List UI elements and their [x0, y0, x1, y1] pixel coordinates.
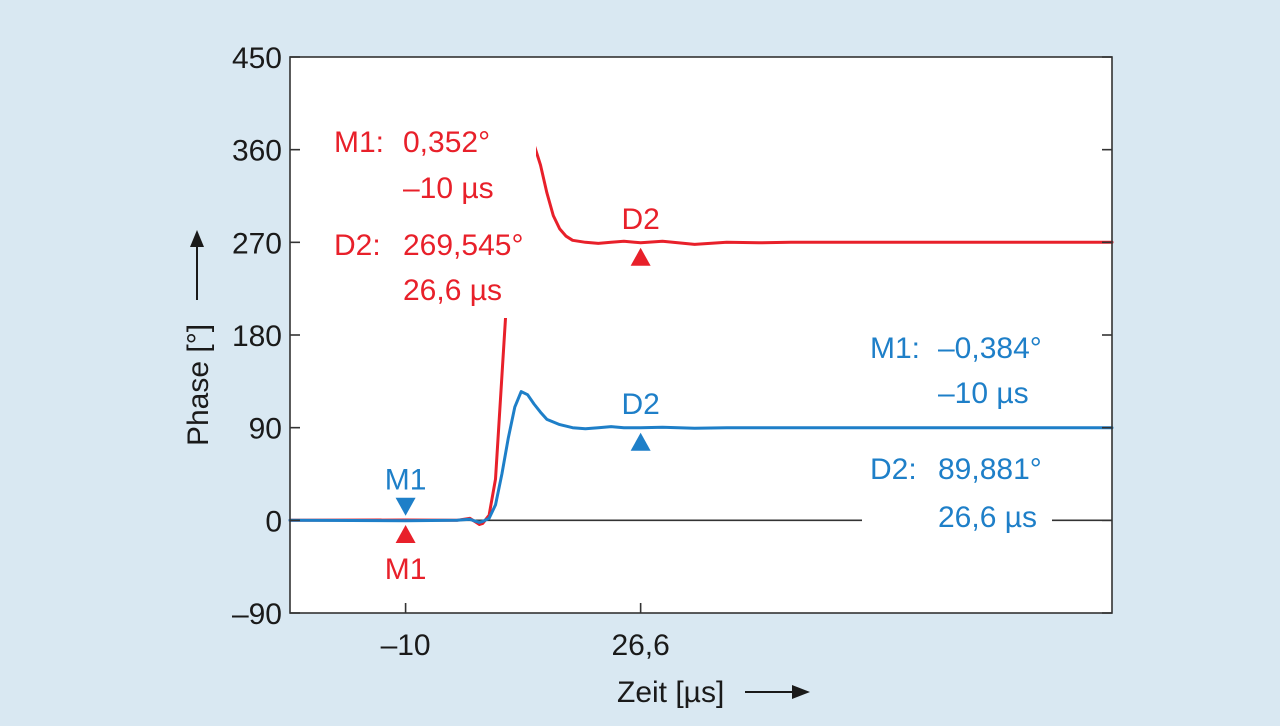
x-tick-label: –10: [381, 629, 431, 662]
series-line-blue: [288, 390, 1114, 524]
y-axis-title: Phase [°]: [182, 324, 215, 446]
blue-m1-time: –10 µs: [938, 377, 1029, 410]
series-group: [288, 135, 1114, 526]
red-d2-time: 26,6 µs: [403, 274, 502, 307]
y-tick-label: 270: [232, 227, 282, 260]
marker-label-m1: M1: [385, 553, 427, 586]
x-axis-title: Zeit [µs]: [617, 676, 724, 709]
y-tick-label: 360: [232, 135, 282, 168]
marker-label-d2: D2: [621, 203, 659, 236]
y-tick-label: 0: [265, 505, 282, 538]
marker-triangle-m1: [395, 497, 416, 516]
red-d2-name: D2:: [334, 229, 381, 262]
blue-annotation-bg-bottom: [862, 444, 1052, 544]
blue-d2-name: D2:: [870, 453, 917, 486]
marker-label-m1: M1: [385, 464, 427, 497]
x-axis-title-group: Zeit [µs]: [617, 676, 810, 709]
marker-label-d2: D2: [621, 388, 659, 421]
y-tick-label: 90: [249, 413, 282, 446]
y-tick-label: 450: [232, 42, 282, 75]
blue-d2-value: 89,881°: [938, 453, 1042, 486]
y-axis-arrow-icon: [190, 230, 204, 247]
y-tick-label: –90: [232, 598, 282, 631]
blue-annotation-bg-top: [862, 320, 1052, 415]
marker-triangle-d2: [630, 432, 651, 451]
red-annotation: M1: 0,352° –10 µs D2: 269,545° 26,6 µs: [326, 118, 536, 318]
red-m1-name: M1:: [334, 126, 384, 159]
blue-d2-time: 26,6 µs: [938, 501, 1037, 534]
series-line-red: [288, 135, 1114, 526]
marker-triangle-m1: [395, 524, 416, 543]
blue-annotation: M1: –0,384° –10 µs D2: 89,881° 26,6 µs: [862, 320, 1052, 544]
y-tick-label: 180: [232, 320, 282, 353]
x-axis-arrow-icon: [792, 685, 810, 699]
blue-m1-name: M1:: [870, 332, 920, 365]
blue-m1-value: –0,384°: [938, 332, 1042, 365]
red-annotation-bg: [326, 118, 536, 318]
y-axis-title-group: Phase [°]: [182, 230, 215, 446]
markers-group: M1 D2 M1 D2: [385, 203, 660, 586]
red-m1-value: 0,352°: [403, 126, 490, 159]
red-d2-value: 269,545°: [403, 229, 523, 262]
ticks-group: –90 0 90 180 270 360 450 –10 26,6: [232, 42, 1112, 662]
x-tick-label: 26,6: [611, 629, 669, 662]
marker-triangle-d2: [630, 247, 651, 266]
red-m1-time: –10 µs: [403, 172, 494, 205]
